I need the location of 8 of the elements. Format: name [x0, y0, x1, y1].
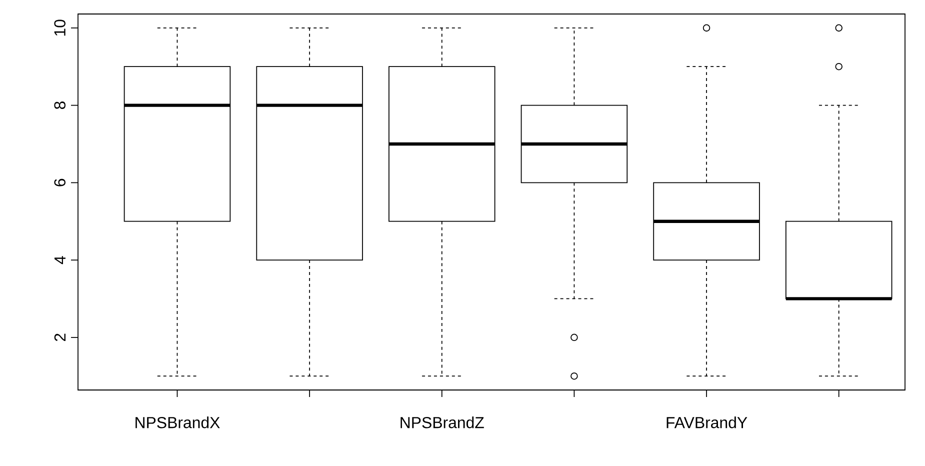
y-tick-label: 6 [54, 178, 66, 186]
x-tick-label: NPSBrandX [136, 416, 220, 428]
y-tick-label: 4 [54, 256, 66, 264]
y-tick-label: 10 [54, 20, 66, 36]
y-tick-label: 2 [54, 334, 66, 342]
y-tick-label: 8 [54, 102, 66, 110]
x-tick-label: FAVBrandY [666, 416, 748, 428]
x-tick-label: NPSBrandZ [400, 416, 484, 428]
